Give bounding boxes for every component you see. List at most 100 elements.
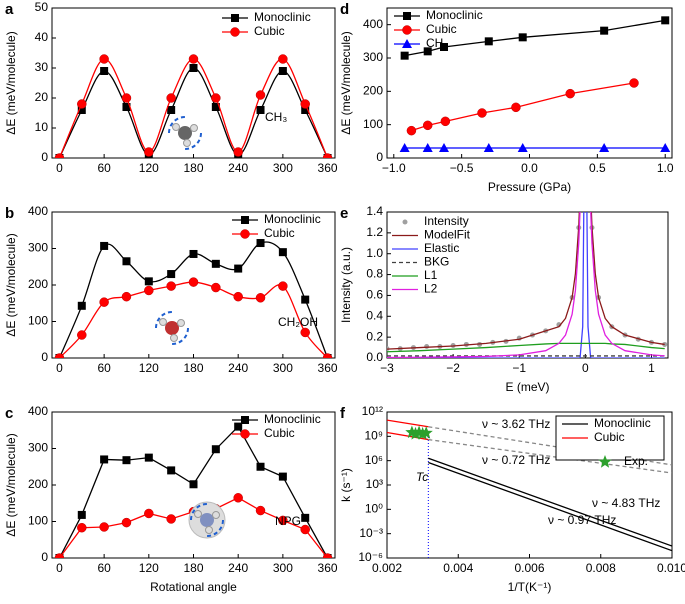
legend-marker — [402, 25, 412, 35]
y-tick-label: 0 — [376, 150, 383, 164]
series-line — [58, 67, 329, 158]
plot-frame — [386, 411, 673, 559]
series-line — [387, 431, 429, 441]
annotation: Tc — [416, 470, 428, 484]
x-tick-label: 300 — [273, 361, 293, 375]
marker — [399, 143, 410, 152]
x-tick-label: 180 — [183, 361, 203, 375]
molecule-icon — [170, 334, 178, 342]
marker — [188, 54, 199, 64]
legend-label: Monoclinic — [264, 412, 321, 426]
x-tick-label: 60 — [97, 361, 111, 375]
molecule-icon — [190, 124, 198, 132]
panel-label: c — [5, 405, 13, 422]
marker — [406, 125, 417, 136]
x-tick-label: 360 — [318, 361, 338, 375]
marker — [122, 456, 131, 465]
x-tick-label: 360 — [318, 161, 338, 175]
marker — [322, 553, 333, 558]
marker — [189, 249, 198, 258]
marker — [77, 99, 87, 109]
x-tick-label: 300 — [273, 561, 293, 575]
marker — [322, 353, 333, 358]
marker — [167, 270, 176, 279]
x-tick-label: 360 — [318, 561, 338, 575]
marker — [278, 472, 287, 481]
y-tick-label: 10⁹ — [365, 429, 384, 443]
y-tick-label: 0.6 — [366, 288, 383, 302]
legend-label: Cubic — [254, 24, 285, 38]
annotation: ν ~ 3.62 THz — [482, 417, 550, 431]
legend-marker — [230, 27, 240, 37]
marker — [188, 277, 199, 287]
marker — [100, 241, 109, 250]
legend-label: Monoclinic — [426, 8, 483, 22]
panel-label: b — [5, 205, 14, 222]
marker — [189, 480, 198, 489]
marker — [233, 291, 243, 302]
x-axis-label: Rotational angle — [150, 580, 237, 594]
marker — [408, 426, 423, 440]
marker — [54, 353, 65, 358]
legend-marker — [231, 14, 239, 22]
marker — [167, 106, 176, 114]
x-tick-label: 0.008 — [586, 561, 616, 575]
y-tick-label: 200 — [28, 277, 48, 291]
marker — [144, 285, 154, 296]
marker — [300, 99, 310, 109]
marker — [278, 54, 288, 64]
marker — [278, 67, 287, 75]
marker — [256, 462, 265, 471]
legend-label: Cubic — [426, 22, 457, 36]
marker — [256, 239, 265, 248]
molecule-icon — [194, 510, 202, 518]
y-tick-label: 1.0 — [366, 246, 383, 260]
marker — [234, 422, 243, 431]
plot-frame — [51, 7, 336, 159]
molecule-icon — [165, 321, 179, 335]
molecule-icon — [178, 126, 192, 140]
legend-label: Cubic — [594, 430, 625, 444]
marker — [255, 90, 266, 100]
y-tick-label: 100 — [28, 314, 48, 328]
marker — [167, 466, 176, 475]
y-tick-label: 100 — [363, 117, 383, 131]
marker — [234, 264, 243, 273]
y-axis-label: ΔE (meV/molecule) — [4, 31, 18, 134]
plot-frame — [51, 211, 336, 359]
marker — [144, 508, 154, 519]
series-line — [58, 241, 329, 358]
series-line — [428, 461, 672, 552]
plot-frame — [386, 7, 673, 159]
x-tick-label: 0 — [56, 361, 63, 375]
y-tick-label: 0.8 — [366, 267, 383, 281]
x-tick-label: 180 — [183, 561, 203, 575]
legend-label: Cubic — [264, 226, 295, 240]
x-tick-label: −2 — [446, 361, 460, 375]
marker — [422, 143, 433, 152]
marker — [100, 455, 109, 464]
marker — [144, 147, 154, 157]
x-tick-label: −1 — [512, 361, 526, 375]
marker — [99, 297, 109, 307]
molecule-icon — [205, 526, 213, 534]
marker — [189, 64, 198, 72]
y-tick-label: 1.4 — [366, 204, 383, 218]
y-tick-label: 200 — [363, 84, 383, 98]
marker — [629, 78, 639, 88]
marker — [100, 67, 109, 75]
legend-label: Cubic — [264, 426, 295, 440]
annotation: ν ~ 4.83 THz — [592, 496, 660, 510]
legend-marker — [403, 12, 411, 20]
marker — [233, 147, 243, 157]
marker — [440, 116, 451, 127]
x-tick-label: 180 — [183, 161, 203, 175]
rotation-arrow — [184, 132, 202, 150]
marker — [301, 295, 310, 304]
y-tick-label: 0 — [41, 150, 48, 164]
marker — [300, 524, 310, 535]
